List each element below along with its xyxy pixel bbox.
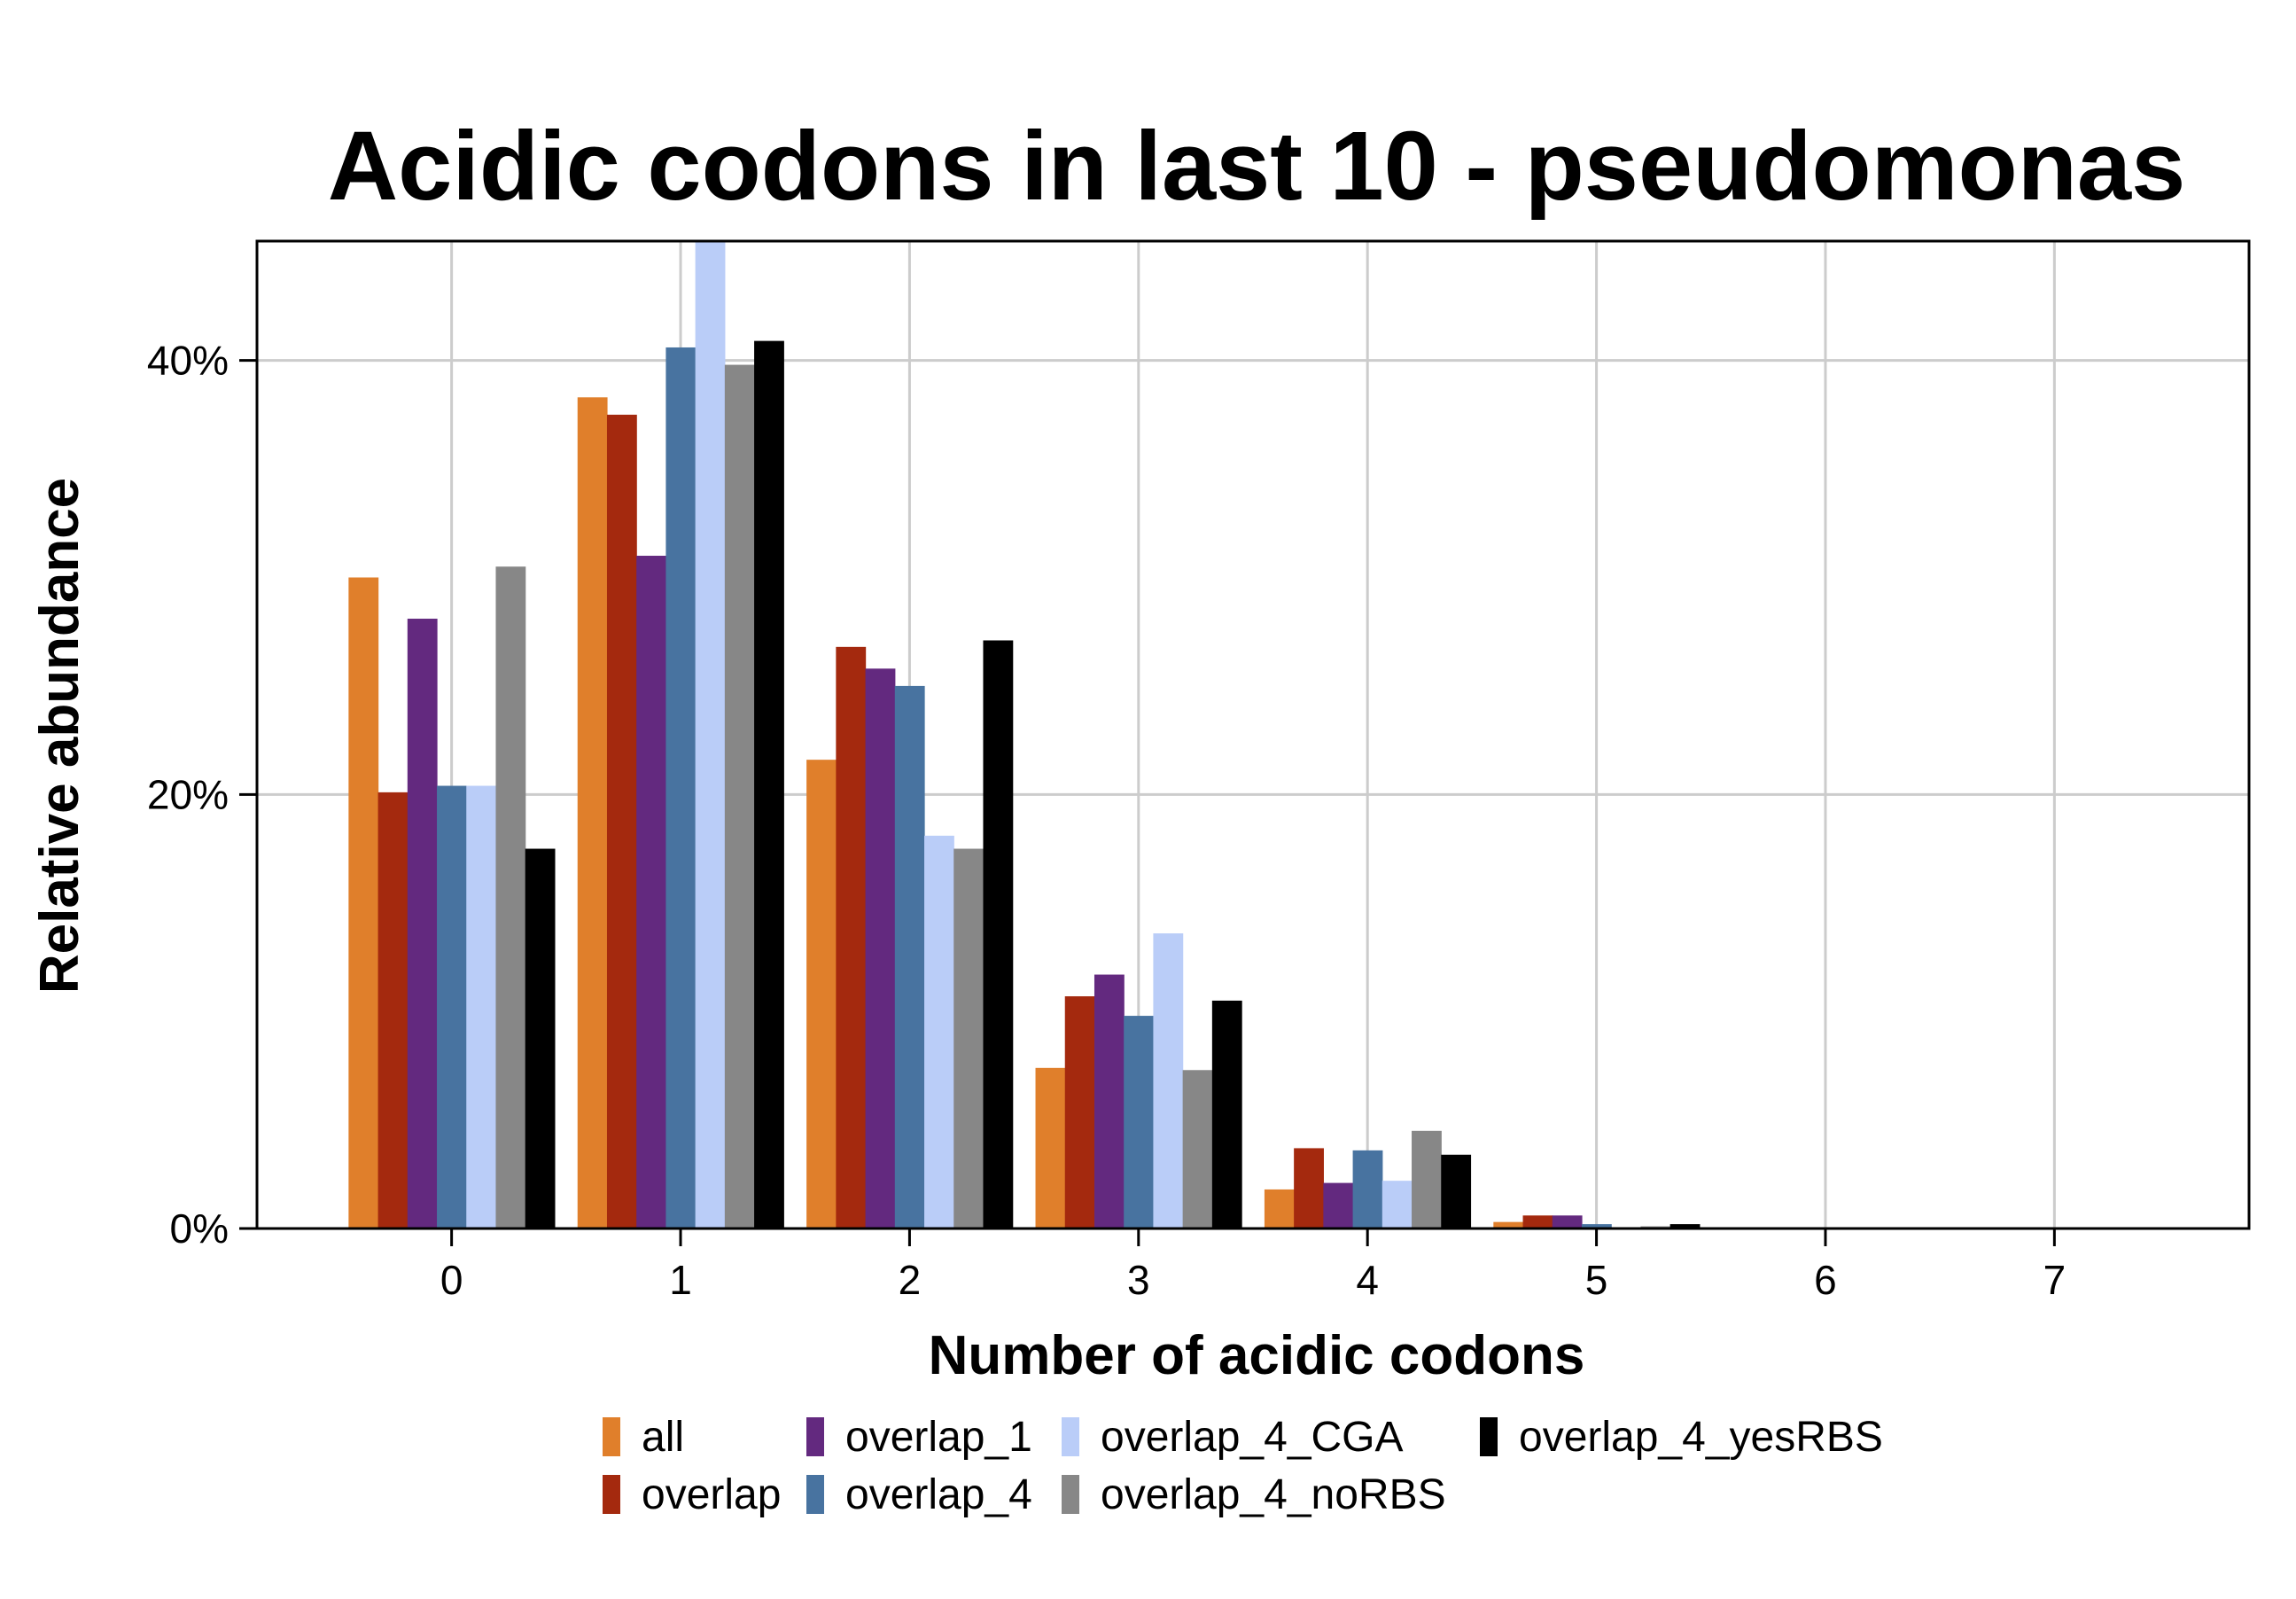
- bar: [1264, 1189, 1295, 1228]
- legend-swatch: [806, 1475, 824, 1514]
- bar: [348, 577, 379, 1228]
- bar: [466, 785, 497, 1228]
- bar: [1211, 1000, 1242, 1228]
- grid: [257, 241, 2249, 1230]
- bar: [1441, 1154, 1472, 1228]
- y-tick-label: 20%: [147, 771, 229, 817]
- bar: [1094, 974, 1125, 1228]
- legend-swatch: [1062, 1417, 1079, 1456]
- x-tick-label: 3: [1127, 1257, 1150, 1303]
- axes: [239, 239, 2251, 1246]
- bar: [1182, 1070, 1213, 1228]
- legend-label: overlap: [642, 1471, 781, 1518]
- bar: [636, 556, 667, 1228]
- bar: [1035, 1067, 1066, 1228]
- x-tick-label: 1: [669, 1257, 692, 1303]
- y-tick-label: 40%: [147, 338, 229, 384]
- bar: [1064, 996, 1095, 1228]
- x-tick-label: 2: [899, 1257, 922, 1303]
- legend-swatch: [603, 1475, 620, 1514]
- bar: [437, 785, 467, 1228]
- legend-swatch: [1062, 1475, 1079, 1514]
- bar: [695, 241, 726, 1228]
- bar: [1522, 1215, 1553, 1228]
- x-axis-title: Number of acidic codons: [929, 1325, 1585, 1386]
- y-axis-title: Relative abundance: [29, 478, 90, 994]
- tick-labels: 0 1 2 3 4 5 6 7 0% 20% 40%: [147, 338, 2066, 1303]
- bar: [1581, 1224, 1612, 1228]
- bar: [924, 835, 954, 1228]
- bar: [953, 848, 985, 1228]
- bar: [1669, 1224, 1701, 1228]
- bar: [1294, 1148, 1324, 1228]
- bar: [495, 566, 526, 1228]
- bar: [1412, 1130, 1442, 1228]
- bar: [836, 646, 867, 1228]
- legend: all overlap overlap_1 overlap_4 overlap_4_CG…: [603, 1414, 1883, 1518]
- bar: [983, 640, 1014, 1228]
- x-tick-label: 0: [440, 1257, 463, 1303]
- bar: [1381, 1181, 1413, 1228]
- bar: [865, 668, 896, 1228]
- legend-label: overlap_4_yesRBS: [1519, 1414, 1883, 1461]
- chart-title: Acidic codons in last 10 - pseudomonas: [328, 112, 2186, 221]
- bar: [1124, 1016, 1155, 1228]
- bars: [348, 241, 1929, 1229]
- x-tick-label: 6: [1814, 1257, 1837, 1303]
- bar: [1323, 1182, 1354, 1228]
- bar: [806, 760, 837, 1228]
- x-tick-label: 4: [1356, 1257, 1379, 1303]
- legend-label: overlap_4_CGA: [1101, 1414, 1404, 1461]
- bar: [577, 397, 608, 1228]
- bar: [407, 619, 438, 1228]
- legend-label: overlap_4: [845, 1471, 1032, 1518]
- bar: [754, 340, 784, 1229]
- bar: [1552, 1215, 1583, 1228]
- bar: [894, 685, 925, 1228]
- legend-label: overlap_4_noRBS: [1101, 1471, 1446, 1518]
- x-tick-label: 7: [2043, 1257, 2066, 1303]
- bar: [665, 347, 697, 1228]
- bar: [377, 792, 409, 1228]
- bar: [1153, 933, 1184, 1228]
- y-tick-label: 0%: [170, 1205, 229, 1252]
- legend-label: all: [642, 1414, 684, 1461]
- bar: [525, 848, 556, 1228]
- legend-swatch: [603, 1417, 620, 1456]
- legend-label: overlap_1: [845, 1414, 1032, 1461]
- legend-swatch: [806, 1417, 824, 1456]
- bar: [1493, 1221, 1524, 1228]
- bar: [606, 414, 637, 1228]
- x-tick-label: 5: [1585, 1257, 1608, 1303]
- bar: [1352, 1150, 1383, 1228]
- bar: [724, 364, 755, 1228]
- plot-frame: [255, 239, 2251, 1230]
- legend-swatch: [1480, 1417, 1498, 1456]
